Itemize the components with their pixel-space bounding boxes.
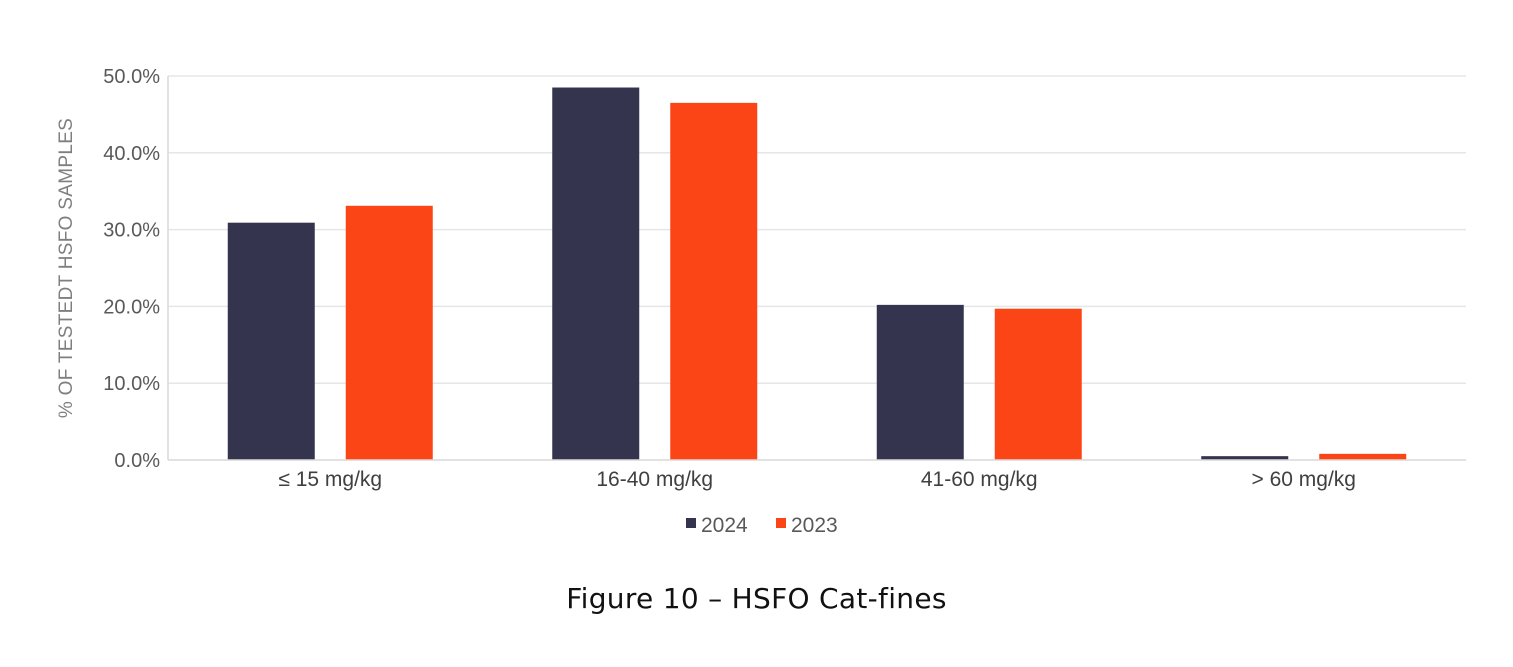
bar-2023-2	[994, 308, 1082, 460]
y-tick-label: 10.0%	[103, 373, 160, 395]
y-tick-label: 40.0%	[103, 143, 160, 165]
y-tick-label: 0.0%	[114, 450, 160, 472]
y-tick-label: 30.0%	[103, 220, 160, 242]
bar-chart: 0.0% 10.0% 20.0% 30.0% 40.0% 50.0% ≤ 15 mg/kg…	[56, 66, 1466, 537]
x-axis-labels: ≤ 15 mg/kg 16-40 mg/kg 41-60 mg/kg > 60 mg/…	[278, 468, 1356, 491]
y-axis-ticks: 0.0% 10.0% 20.0% 30.0% 40.0% 50.0%	[103, 66, 160, 472]
x-category-label: > 60 mg/kg	[1252, 468, 1356, 491]
x-category-label: 16-40 mg/kg	[596, 468, 713, 491]
y-axis-title: % OF TESTEDT HSFO SAMPLES	[56, 118, 77, 418]
bar-2023-3	[1319, 453, 1407, 460]
y-tick-label: 20.0%	[103, 296, 160, 318]
bar-2024-3	[1201, 456, 1289, 460]
legend: 2024 2023	[686, 514, 838, 537]
bar-2024-0	[227, 222, 315, 460]
bar-2024-1	[552, 87, 640, 461]
legend-label-2023: 2023	[791, 514, 838, 537]
bar-2023-1	[670, 102, 758, 460]
bar-2023-0	[345, 205, 433, 460]
x-category-label: ≤ 15 mg/kg	[278, 468, 382, 491]
legend-swatch-2024	[686, 518, 696, 528]
bars	[227, 87, 1407, 461]
y-tick-label: 50.0%	[103, 66, 160, 88]
x-category-label: 41-60 mg/kg	[921, 468, 1038, 491]
axes	[167, 76, 1466, 461]
legend-label-2024: 2024	[701, 514, 748, 537]
bar-2024-2	[876, 304, 964, 460]
figure-caption: Figure 10 – HSFO Cat-fines	[566, 582, 947, 615]
legend-swatch-2023	[776, 518, 786, 528]
